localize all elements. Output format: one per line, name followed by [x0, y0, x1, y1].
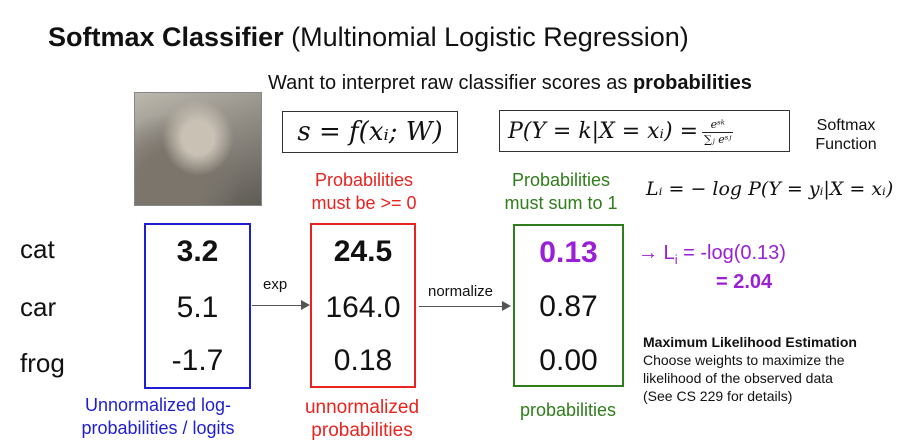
unnormalized-prob-label: unnormalized probabilities: [304, 397, 420, 441]
subtitle: Want to interpret raw classifier scores …: [268, 72, 752, 94]
slide-title: Softmax Classifier (Multinomial Logistic…: [48, 22, 689, 52]
loss-result-line2: = 2.04: [716, 271, 773, 293]
softmax-fraction: eˢᵏ ∑ⱼ eˢʲ: [702, 117, 734, 146]
class-label-car: car: [20, 292, 57, 322]
scores-box: 3.2 5.1 -1.7: [144, 223, 251, 389]
score-function-equation: s = f(xᵢ; W): [282, 111, 458, 153]
header-sum-to-one: Probabilities must sum to 1: [504, 170, 618, 213]
score-cat: 3.2: [176, 235, 219, 268]
score-car: 5.1: [176, 291, 219, 324]
mle-note: Maximum Likelihood Estimation Choose wei…: [643, 334, 857, 404]
normalize-arrow: [419, 306, 503, 307]
exp-box: 24.5 164.0 0.18: [310, 223, 416, 388]
loss-equation: Lᵢ = − log P(Y = yᵢ|X = xᵢ): [646, 178, 894, 200]
exp-car: 164.0: [325, 291, 401, 324]
probability-box: 0.13 0.87 0.00: [513, 224, 624, 387]
loss-result-line1: → Li = -log(0.13): [638, 242, 786, 267]
exp-arrow-head: [301, 300, 310, 310]
probabilities-label: probabilities: [519, 400, 617, 420]
exp-arrow-label: exp: [263, 276, 288, 293]
header-nonnegative: Probabilities must be >= 0: [311, 170, 417, 213]
normalize-arrow-head: [502, 301, 511, 311]
prob-cat: 0.13: [539, 236, 598, 269]
score-frog: -1.7: [171, 344, 224, 377]
exp-frog: 0.18: [333, 344, 393, 377]
normalize-arrow-label: normalize: [428, 283, 494, 300]
softmax-label: Softmax Function: [815, 117, 877, 153]
exp-cat: 24.5: [333, 235, 393, 268]
cat-photo: [134, 92, 262, 206]
exp-arrow: [252, 305, 302, 306]
logits-label: Unnormalized log-probabilities / logits: [81, 395, 235, 438]
class-label-cat: cat: [20, 234, 55, 264]
prob-car: 0.87: [539, 290, 598, 323]
prob-frog: 0.00: [539, 344, 598, 377]
softmax-equation: P(Y = k|X = xᵢ) = eˢᵏ ∑ⱼ eˢʲ: [499, 110, 790, 152]
class-label-frog: frog: [20, 348, 65, 378]
